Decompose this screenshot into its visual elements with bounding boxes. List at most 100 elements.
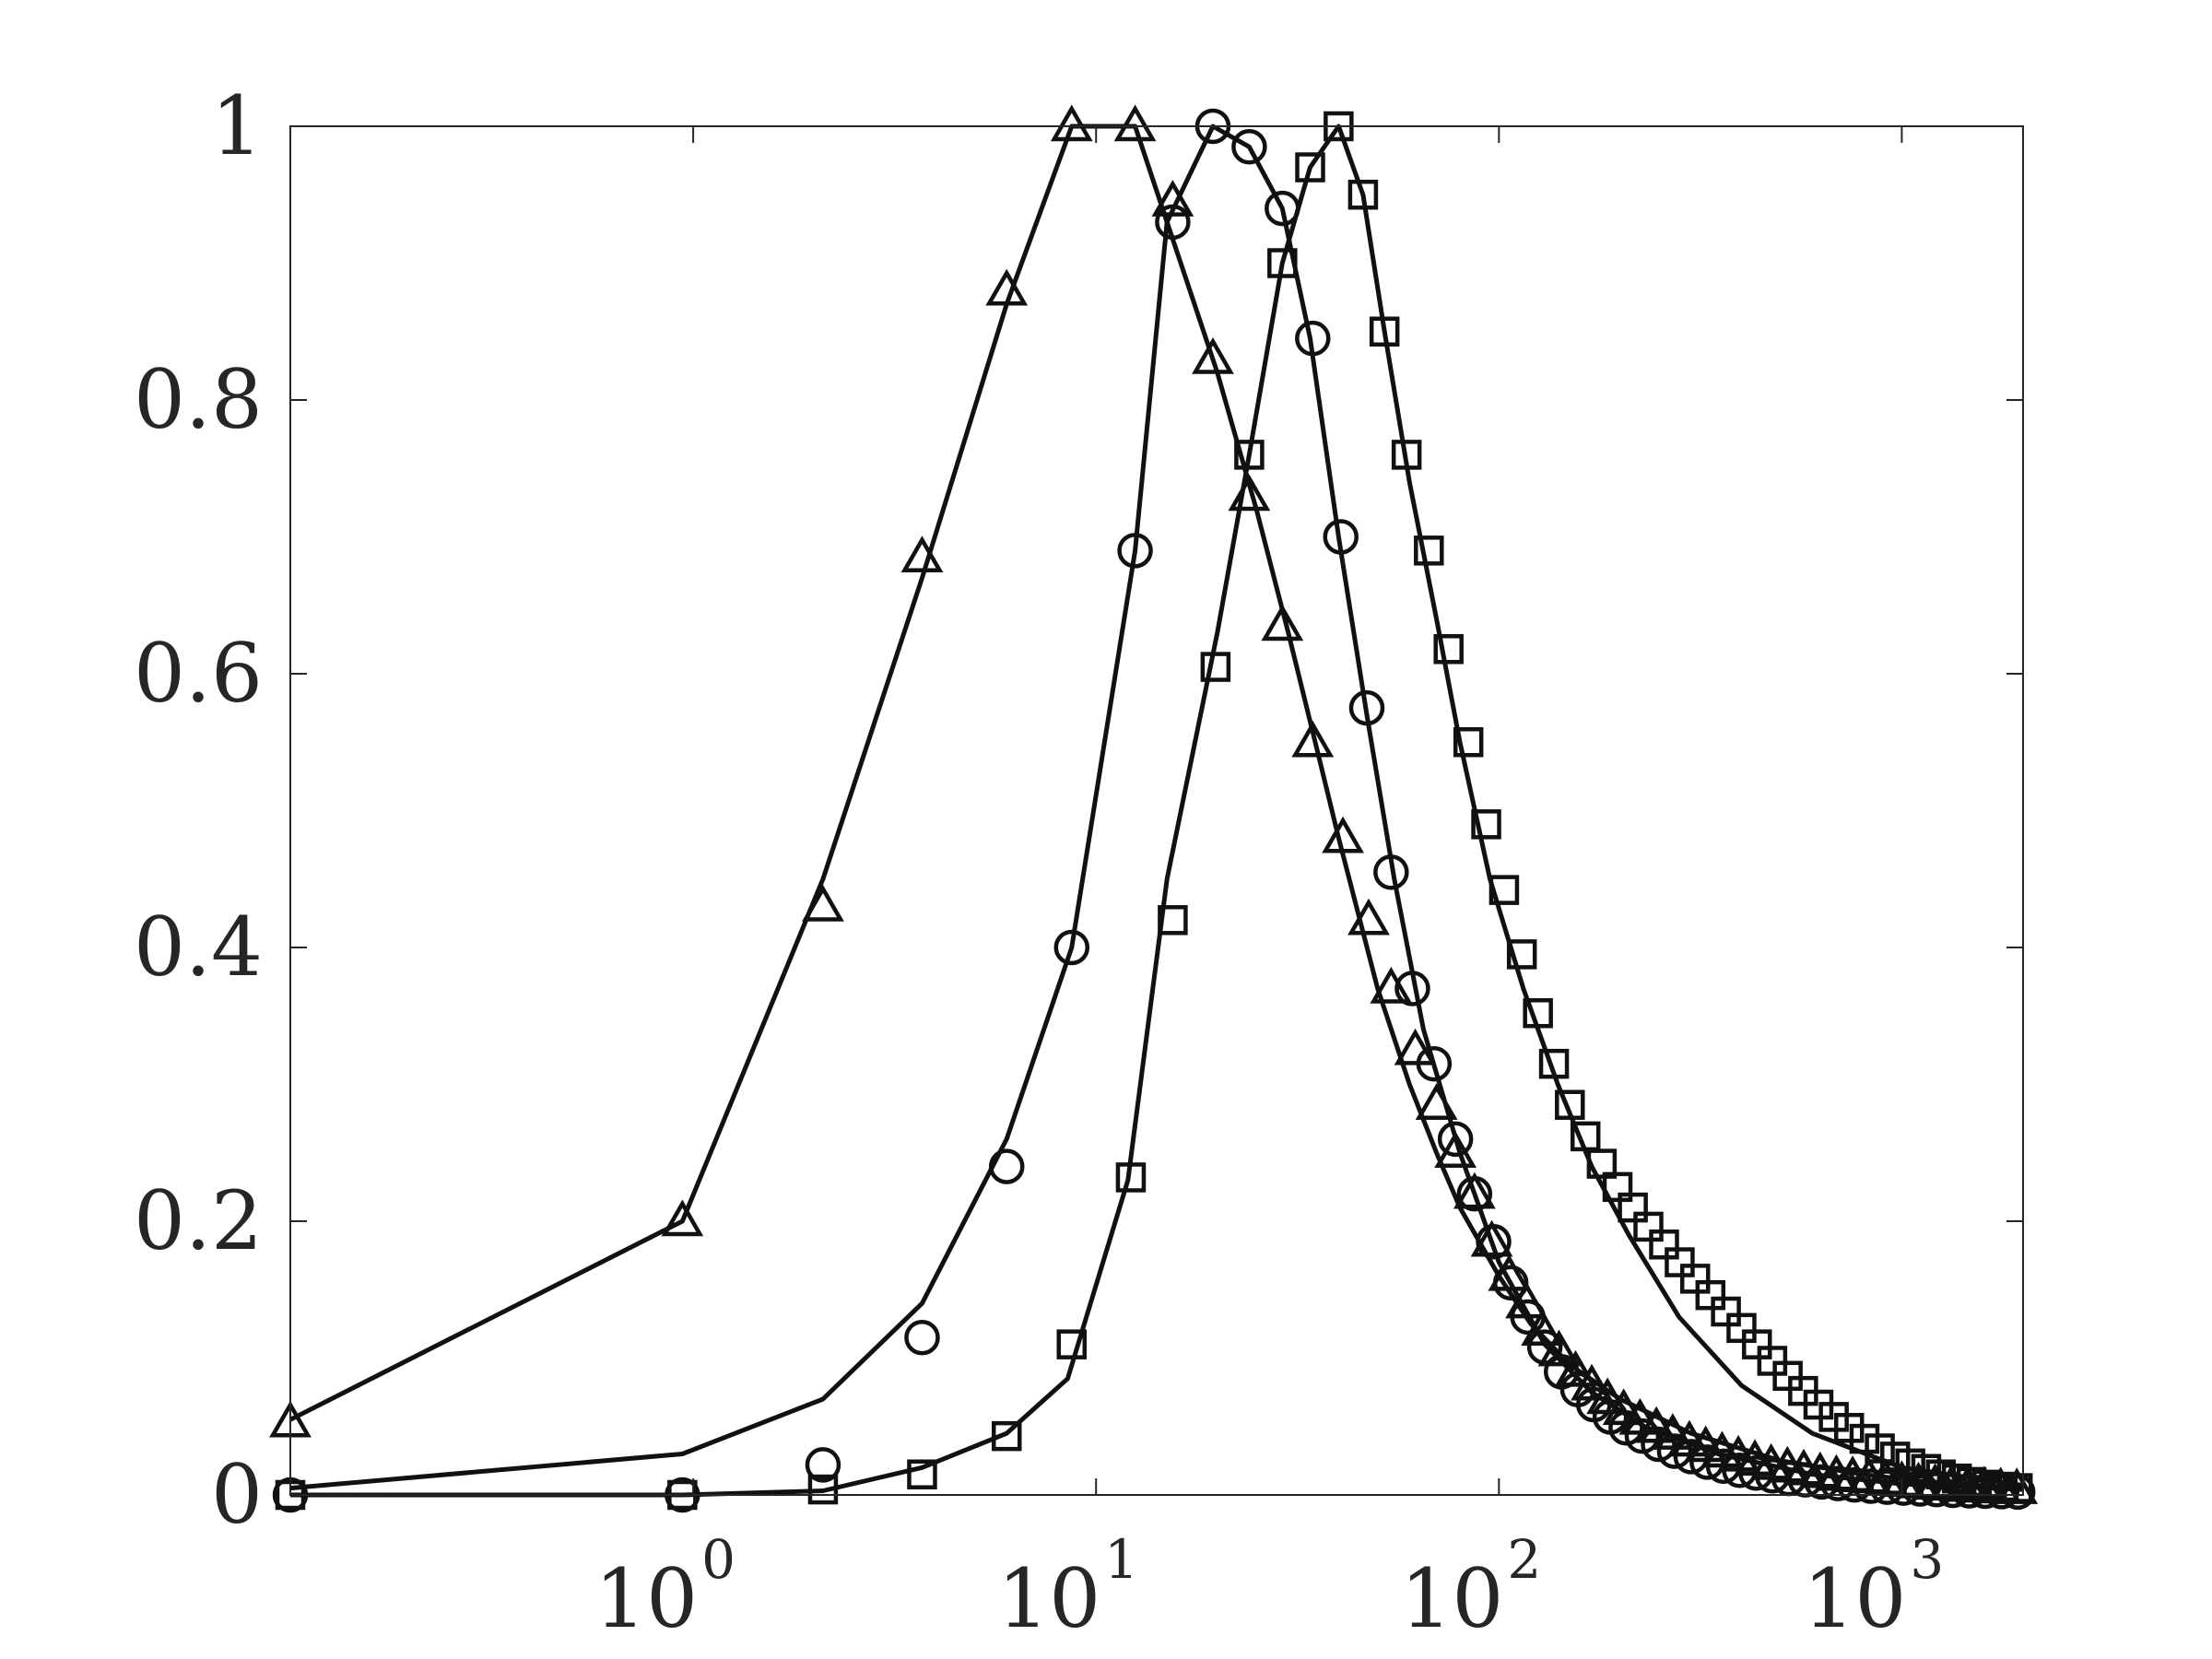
data-point-square: [1602, 1171, 1633, 1203]
data-point-circle: [1373, 854, 1409, 890]
data-point-square: [1586, 1148, 1618, 1179]
data-point-square: [1369, 316, 1400, 347]
y-tick-label: 0.2: [134, 1173, 263, 1268]
data-point-circle: [1394, 971, 1430, 1006]
ticks-layer: [290, 125, 2023, 1496]
data-point-triangle: [1113, 104, 1157, 142]
x-tick-label-base: 10: [594, 1551, 698, 1646]
y-tick-label: 0.8: [134, 352, 263, 447]
data-point-square: [1453, 727, 1484, 758]
data-point-circle: [1323, 519, 1359, 555]
data-point-triangle: [900, 535, 944, 573]
data-point-circle: [1155, 204, 1191, 241]
data-point-square: [1772, 1360, 1803, 1392]
x-tick-label-base: 10: [997, 1551, 1100, 1646]
y-tick-label: 0.6: [134, 626, 263, 721]
data-point-square: [807, 1474, 839, 1505]
data-point-circle: [1673, 1439, 1710, 1475]
x-tick-label-base: 10: [1803, 1551, 1906, 1646]
data-point-triangle: [1370, 967, 1413, 1004]
data-point-square: [1849, 1423, 1880, 1454]
data-point-triangle: [1291, 720, 1335, 758]
data-point-circle: [904, 1319, 940, 1356]
y-axis-tick-labels: 0 0.2 0.4 0.6 0.8 1: [134, 78, 263, 1542]
x-tick-label: 10 0: [594, 1528, 735, 1646]
data-point-triangle: [1453, 1171, 1496, 1209]
data-point-circle: [1053, 929, 1090, 966]
y-tick-label: 0: [211, 1447, 263, 1542]
data-point-triangle: [1192, 336, 1234, 374]
data-point-triangle: [1470, 1219, 1513, 1257]
data-point-square: [1295, 152, 1325, 182]
data-point-square: [1925, 1459, 1957, 1489]
data-point-square: [1865, 1433, 1895, 1464]
data-point-triangle: [1394, 1028, 1437, 1065]
data-point-square: [1538, 1048, 1570, 1079]
data-point-triangle: [1261, 604, 1304, 641]
data-point-square: [1880, 1441, 1911, 1472]
data-point-circle: [1656, 1433, 1693, 1469]
data-point-square: [1506, 939, 1537, 970]
data-point-circle: [1348, 689, 1385, 726]
x-tick-label: 10 2: [1400, 1528, 1541, 1646]
data-point-circle: [1231, 129, 1267, 165]
data-point-square: [2002, 1473, 2033, 1503]
x-tick-label: 10 3: [1803, 1528, 1944, 1646]
data-point-circle: [1624, 1418, 1661, 1454]
data-point-square: [1971, 1469, 2003, 1500]
x-tick-label-exponent: 1: [1104, 1528, 1138, 1591]
data-point-circle: [1705, 1448, 1742, 1485]
data-point-triangle: [661, 1199, 704, 1237]
data-point-square: [1391, 440, 1422, 470]
data-point-triangle: [1322, 816, 1364, 853]
data-point-square: [1347, 180, 1379, 210]
series-line-circle: [289, 124, 2024, 1492]
data-point-square: [1633, 1211, 1664, 1242]
data-point-square: [1742, 1329, 1772, 1359]
data-point-square: [907, 1459, 937, 1489]
data-point-triangle: [1050, 104, 1093, 142]
data-point-circle: [1738, 1454, 1774, 1491]
x-tick-label-exponent: 3: [1910, 1528, 1944, 1591]
data-point-square: [1726, 1312, 1757, 1344]
data-point-square: [1234, 440, 1265, 470]
data-point-circle: [1456, 1176, 1493, 1212]
data-point-square: [1555, 1089, 1585, 1121]
data-point-square: [1158, 905, 1188, 935]
data-point-circle: [1476, 1224, 1512, 1260]
data-point-square: [1665, 1247, 1695, 1277]
data-point-square: [1267, 248, 1298, 278]
data-point-square: [1649, 1229, 1679, 1260]
data-point-square: [1895, 1448, 1925, 1479]
y-tick-label: 1: [211, 78, 263, 173]
data-point-circle: [1689, 1444, 1725, 1480]
data-point-square: [1679, 1264, 1711, 1294]
x-tick-label-base: 10: [1400, 1551, 1503, 1646]
data-point-square: [1570, 1121, 1601, 1152]
data-point-square: [1711, 1296, 1741, 1327]
data-point-square: [1618, 1192, 1648, 1223]
data-point-circle: [1641, 1426, 1677, 1463]
data-point-square: [991, 1420, 1022, 1452]
y-tick-label: 0.4: [134, 900, 263, 994]
data-point-square: [1757, 1346, 1788, 1376]
data-point-circle: [1437, 1121, 1474, 1158]
data-point-triangle: [1347, 898, 1390, 935]
data-point-square: [1523, 998, 1553, 1029]
data-point-circle: [1510, 1299, 1546, 1335]
data-point-circle: [805, 1447, 841, 1483]
data-point-square: [1056, 1329, 1088, 1359]
series-line-square: [290, 124, 2024, 1498]
data-point-circle: [1295, 320, 1331, 357]
data-point-square: [1115, 1162, 1147, 1193]
x-tick-label-exponent: 0: [701, 1528, 735, 1591]
data-point-square: [1488, 875, 1520, 905]
data-point-circle: [1608, 1409, 1644, 1446]
data-point-circle: [1492, 1265, 1529, 1301]
data-point-square: [1471, 809, 1501, 840]
data-point-circle: [1416, 1045, 1453, 1082]
x-tick-label-exponent: 2: [1507, 1528, 1541, 1591]
x-tick-label: 10 1: [997, 1528, 1138, 1646]
